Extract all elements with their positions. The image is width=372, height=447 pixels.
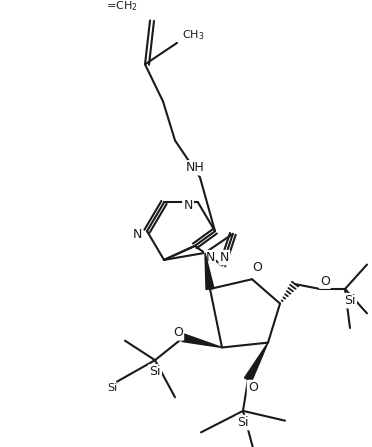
Text: O: O	[248, 381, 258, 394]
Text: O: O	[252, 261, 262, 274]
Text: O: O	[320, 274, 330, 288]
Text: Si: Si	[237, 416, 249, 429]
Text: Si: Si	[344, 294, 356, 307]
Text: CH$_3$: CH$_3$	[182, 28, 205, 42]
Text: Si: Si	[149, 365, 161, 378]
Text: N: N	[205, 251, 215, 264]
Polygon shape	[182, 334, 222, 347]
Text: =CH$_2$: =CH$_2$	[106, 0, 138, 13]
Text: O: O	[173, 326, 183, 339]
Text: NH: NH	[186, 161, 204, 174]
Polygon shape	[205, 253, 214, 290]
Text: N: N	[132, 228, 142, 240]
Text: N: N	[183, 199, 193, 212]
Polygon shape	[244, 342, 268, 381]
Text: Si: Si	[107, 384, 117, 393]
Text: N: N	[219, 251, 229, 264]
